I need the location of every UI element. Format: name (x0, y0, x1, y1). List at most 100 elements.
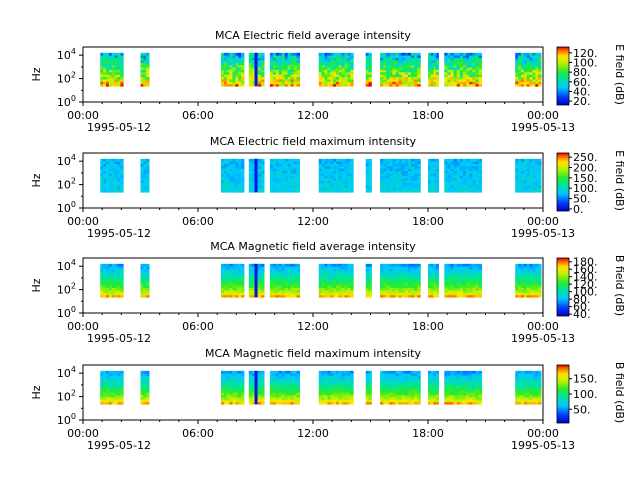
spectrogram-cell (327, 170, 331, 174)
spectrogram-cell (417, 166, 421, 169)
spectrogram-cell (269, 385, 274, 388)
spectrogram-cell (108, 81, 113, 85)
spectrogram-cell (321, 263, 325, 267)
spectrogram-cell (523, 187, 528, 191)
spectrogram-cell (466, 173, 470, 176)
spectrogram-cell (275, 177, 280, 181)
spectrogram-cell (257, 271, 262, 274)
spectrogram-cell (526, 273, 530, 277)
spectrogram-cell (428, 74, 432, 78)
spectrogram-cell (100, 57, 104, 61)
spectrogram-cell (269, 74, 274, 78)
spectrogram-cell (226, 189, 231, 193)
spectrogram-cell (272, 370, 277, 374)
spectrogram-cell (251, 166, 256, 169)
spectrogram-cell (368, 266, 372, 270)
spectrogram-cell (287, 173, 292, 176)
spectrogram-cell (389, 278, 393, 281)
spectrogram-cell (293, 69, 298, 73)
spectrogram-cell (290, 380, 295, 384)
spectrogram-cell (475, 81, 479, 85)
spectrogram-cell (251, 57, 256, 61)
spectrogram-cell (462, 292, 467, 296)
spectrogram-cell (344, 263, 348, 267)
spectrogram-cell (106, 287, 110, 291)
spectrogram-cell (226, 158, 231, 162)
spectrogram-cell (478, 67, 483, 70)
spectrogram-cell (275, 378, 280, 381)
spectrogram-cell (462, 294, 467, 298)
spectrogram-cell (235, 285, 239, 289)
spectrogram-cell (523, 173, 528, 176)
spectrogram-cell (232, 399, 236, 403)
spectrogram-cell (341, 280, 346, 284)
spectrogram-cell (290, 180, 295, 184)
spectrogram-cell (333, 55, 337, 59)
spectrogram-cell (414, 170, 418, 174)
spectrogram-cell (241, 185, 245, 188)
spectrogram-cell (417, 60, 421, 63)
spectrogram-cell (341, 52, 346, 56)
spectrogram-cell (515, 294, 519, 298)
spectrogram-cell (238, 292, 242, 296)
spectrogram-cell (344, 67, 348, 70)
spectrogram-cell (318, 76, 323, 80)
spectrogram-cell (526, 60, 530, 63)
spectrogram-cell (515, 161, 519, 165)
spectrogram-cell (462, 275, 467, 279)
spectrogram-cell (324, 392, 328, 396)
spectrogram-cell (278, 60, 283, 63)
spectrogram-cell (223, 187, 228, 191)
spectrogram-cell (368, 280, 372, 284)
spectrogram-cell (248, 401, 253, 405)
spectrogram-cell (475, 71, 479, 75)
spectrogram-cell (526, 166, 530, 169)
spectrogram-cell (278, 375, 283, 379)
spectrogram-cell (238, 392, 242, 396)
spectrogram-cell (433, 175, 437, 179)
spectrogram-cell (450, 280, 455, 284)
spectrogram-cell (404, 163, 409, 167)
spectrogram-cell (241, 81, 245, 85)
spectrogram-cell (430, 385, 434, 388)
spectrogram-cell (272, 161, 277, 165)
spectrogram-cell (251, 278, 256, 281)
spectrogram-cell (444, 385, 448, 388)
spectrogram-cell (281, 271, 286, 274)
spectrogram-cell (344, 273, 348, 277)
spectrogram-cell (275, 189, 280, 193)
spectrogram-cell (386, 67, 390, 70)
spectrogram-cell (338, 294, 343, 298)
spectrogram-cell (248, 180, 253, 184)
spectrogram-cell (287, 275, 292, 279)
spectrogram-cell (111, 380, 116, 384)
spectrogram-cell (368, 275, 372, 279)
spectrogram-cell (414, 185, 418, 188)
spectrogram-cell (535, 170, 539, 174)
spectrogram-cell (395, 394, 400, 398)
spectrogram-cell (338, 271, 343, 274)
spectrogram-cell (398, 52, 403, 56)
spectrogram-cell (117, 74, 121, 78)
spectrogram-cell (417, 392, 421, 396)
spectrogram-cell (232, 271, 236, 274)
spectrogram-cell (108, 168, 113, 172)
spectrogram-cell (395, 163, 400, 167)
spectrogram-cell (389, 263, 393, 267)
spectrogram-cell (327, 389, 331, 393)
spectrogram-cell (430, 394, 434, 398)
spectrogram-cell (389, 62, 393, 66)
spectrogram-cell (229, 263, 233, 267)
spectrogram-cell (459, 170, 464, 174)
spectrogram-cell (114, 268, 118, 272)
spectrogram-cell (398, 163, 403, 167)
spectrogram-cell (330, 382, 334, 386)
spectrogram-cell (478, 62, 483, 66)
spectrogram-cell (518, 389, 522, 393)
spectrogram-cell (238, 52, 242, 56)
spectrogram-cell (140, 380, 144, 384)
spectrogram-cell (462, 163, 467, 167)
spectrogram-cell (518, 175, 522, 179)
spectrogram-cell (414, 69, 418, 73)
spectrogram-cell (450, 74, 455, 78)
